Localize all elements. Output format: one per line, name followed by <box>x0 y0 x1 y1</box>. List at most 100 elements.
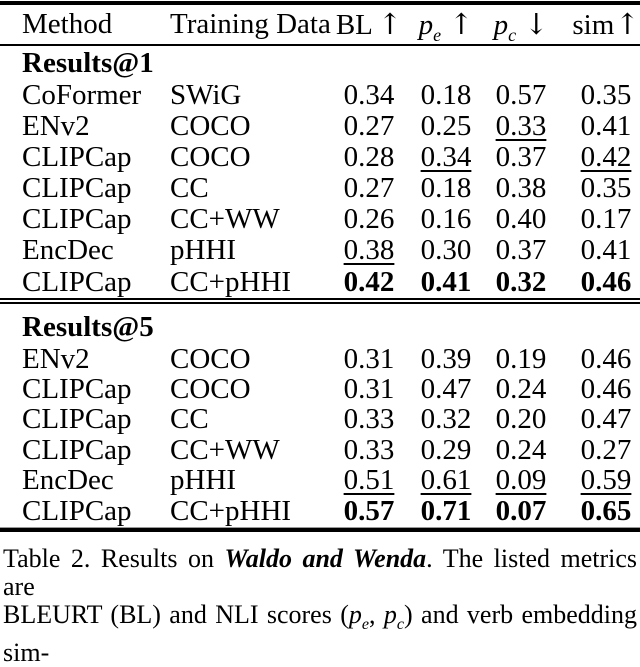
metric-bl-cell: 0.38 <box>343 234 395 267</box>
caption-comma: , <box>369 600 376 629</box>
metric-pe-cell: 0.16 <box>420 203 472 236</box>
caption-pe: p <box>348 600 362 629</box>
method-cell: CLIPCap <box>22 141 132 174</box>
caption-period: . <box>426 544 433 573</box>
table-top-rule <box>0 1 640 5</box>
metric-sim-cell: 0.17 <box>580 203 632 236</box>
method-cell: CLIPCap <box>22 265 132 298</box>
metric-sim-cell: 0.59 <box>580 464 632 497</box>
down-arrow-icon: ↓ <box>524 7 549 41</box>
table-row: CLIPCap CC 0.27 0.18 0.38 0.35 <box>0 173 640 204</box>
metric-pe-cell: 0.71 <box>420 494 472 527</box>
caption-pc: p <box>383 600 397 629</box>
training-data-cell: COCO <box>170 373 251 406</box>
training-data-cell: CC+WW <box>170 433 280 466</box>
up-arrow-icon: ↑ <box>615 7 640 41</box>
metric-pc-cell: 0.24 <box>495 433 547 466</box>
metric-pe-cell: 0.41 <box>420 265 472 298</box>
caption-line-1: Table 2. Results on Waldo and Wenda. The… <box>3 545 637 601</box>
method-cell: EncDec <box>22 234 114 267</box>
table-row: CLIPCap COCO 0.31 0.47 0.24 0.46 <box>0 373 640 406</box>
table-row: CLIPCap CC+pHHI 0.57 0.71 0.07 0.65 <box>0 494 640 527</box>
method-cell: ENv2 <box>22 110 90 143</box>
caption-prefix: Table 2. Results on <box>3 544 214 573</box>
metric-bl-cell: 0.57 <box>343 494 395 527</box>
training-data-cell: CC+pHHI <box>170 265 292 298</box>
table-row: CLIPCap CC+WW 0.33 0.29 0.24 0.27 <box>0 433 640 466</box>
col-header-sim-label: sim <box>572 9 615 41</box>
metric-bl-cell: 0.31 <box>343 342 395 375</box>
section-divider-rule <box>0 297 640 304</box>
metric-pc-cell: 0.24 <box>495 373 547 406</box>
col-header-pc-subscript: c <box>508 24 517 45</box>
metric-bl-cell: 0.26 <box>343 203 395 236</box>
col-header-pe: pe ↑ <box>408 5 484 55</box>
metric-sim-cell: 0.46 <box>580 265 632 298</box>
metric-pc-cell: 0.57 <box>495 79 547 111</box>
caption-line-2: BLEURT (BL) and NLI scores (pe, pc) and … <box>3 600 637 667</box>
metric-bl-cell: 0.51 <box>343 464 395 497</box>
metric-pe-cell: 0.39 <box>420 342 472 375</box>
metric-sim-cell: 0.42 <box>580 141 632 174</box>
metric-bl-cell: 0.27 <box>343 172 395 205</box>
caption-dataset-name: Waldo and Wenda <box>224 544 427 573</box>
table-section: Results@1 CoFormer SWiG 0.34 0.18 0.57 0… <box>0 46 640 298</box>
method-cell: CoFormer <box>22 79 142 111</box>
metric-bl-cell: 0.34 <box>343 79 395 111</box>
metric-sim-cell: 0.47 <box>580 403 632 436</box>
metric-pc-cell: 0.19 <box>495 342 547 375</box>
metric-pc-cell: 0.40 <box>495 203 547 236</box>
table-row: CoFormer SWiG 0.34 0.18 0.57 0.35 <box>0 79 640 111</box>
metric-pe-cell: 0.25 <box>420 110 472 143</box>
col-header-pc: pc ↓ <box>484 5 558 55</box>
training-data-cell: CC+WW <box>170 203 280 236</box>
training-data-cell: pHHI <box>170 464 237 497</box>
training-data-cell: CC <box>170 172 209 205</box>
metric-pc-cell: 0.37 <box>495 234 547 267</box>
col-header-pe-label: p <box>418 9 434 41</box>
caption-pc-subscript: c <box>396 616 405 634</box>
section-heading: Results@5 <box>22 310 154 343</box>
metric-pc-cell: 0.37 <box>495 141 547 174</box>
col-header-sim: sim↑ <box>565 5 640 55</box>
caption-line2-part1: BLEURT (BL) and NLI scores ( <box>3 600 349 629</box>
table-bottom-rule <box>0 527 640 532</box>
training-data-cell: COCO <box>170 110 251 143</box>
metric-pc-cell: 0.33 <box>495 110 547 143</box>
method-cell: CLIPCap <box>22 433 132 466</box>
col-header-method: Method <box>22 8 113 40</box>
metric-pc-cell: 0.20 <box>495 403 547 436</box>
col-header-training-data: Training Data <box>170 8 331 40</box>
metric-bl-cell: 0.33 <box>343 433 395 466</box>
caption-pe-subscript: e <box>361 616 370 634</box>
col-header-pe-subscript: e <box>433 24 442 45</box>
metric-pc-cell: 0.38 <box>495 172 547 205</box>
training-data-cell: COCO <box>170 342 251 375</box>
method-cell: CLIPCap <box>22 494 132 527</box>
metric-pe-cell: 0.61 <box>420 464 472 497</box>
metric-pe-cell: 0.18 <box>420 172 472 205</box>
method-cell: EncDec <box>22 464 114 497</box>
metric-bl-cell: 0.28 <box>343 141 395 174</box>
col-header-bl: BL ↑ <box>330 5 408 55</box>
training-data-cell: CC+pHHI <box>170 494 292 527</box>
table-row: CLIPCap CC 0.33 0.32 0.20 0.47 <box>0 403 640 436</box>
col-header-pc-label: p <box>493 9 509 41</box>
training-data-cell: pHHI <box>170 234 237 267</box>
section-heading-row: Results@1 <box>0 46 640 80</box>
metric-sim-cell: 0.65 <box>580 494 632 527</box>
up-arrow-icon: ↑ <box>449 7 474 41</box>
section-heading: Results@1 <box>22 47 154 79</box>
metric-pe-cell: 0.29 <box>420 433 472 466</box>
metric-sim-cell: 0.41 <box>580 110 632 143</box>
metric-bl-cell: 0.33 <box>343 403 395 436</box>
table-body: Results@1 CoFormer SWiG 0.34 0.18 0.57 0… <box>0 46 640 526</box>
metric-pe-cell: 0.34 <box>420 141 472 174</box>
metric-pc-cell: 0.09 <box>495 464 547 497</box>
method-cell: CLIPCap <box>22 403 132 436</box>
method-cell: CLIPCap <box>22 373 132 406</box>
metric-pc-cell: 0.32 <box>495 265 547 298</box>
section-heading-row: Results@5 <box>0 304 640 344</box>
metric-pc-cell: 0.07 <box>495 494 547 527</box>
